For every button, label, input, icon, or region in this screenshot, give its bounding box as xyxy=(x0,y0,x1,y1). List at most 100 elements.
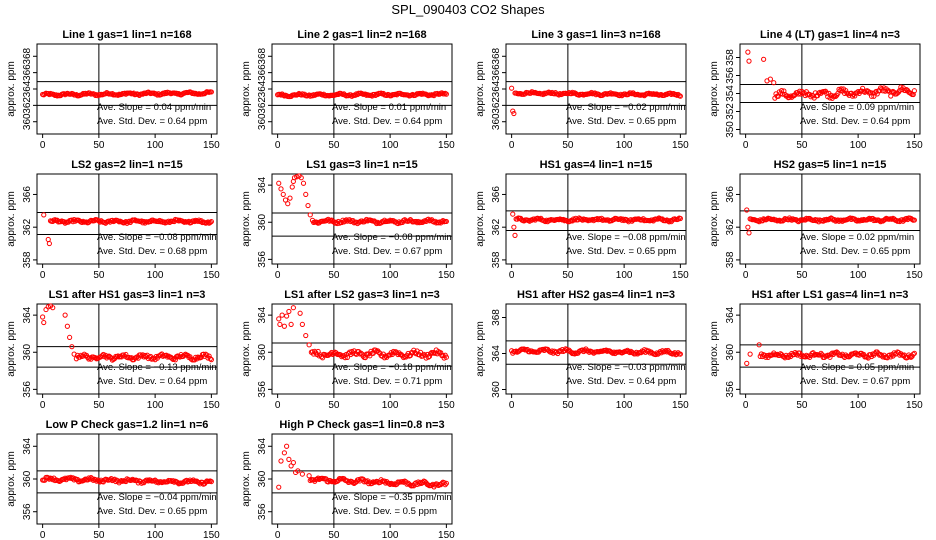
data-point xyxy=(300,180,307,186)
data-point xyxy=(207,356,213,362)
data-point xyxy=(829,350,835,356)
x-tick-label: 100 xyxy=(382,140,399,151)
y-tick-label: 360 xyxy=(22,343,33,360)
data-point xyxy=(121,352,127,358)
data-point xyxy=(521,346,527,352)
data-point xyxy=(410,350,416,356)
std-dev-annotation: Ave. Std. Dev. = 0.65 ppm xyxy=(566,116,676,127)
data-point xyxy=(342,218,348,224)
data-point xyxy=(372,219,379,225)
data-point xyxy=(327,351,334,357)
y-tick-label: 358 xyxy=(725,251,736,268)
data-point xyxy=(677,93,683,99)
y-axis-label: approx. ppm xyxy=(6,321,17,377)
data-point xyxy=(771,80,777,86)
x-tick-label: 50 xyxy=(796,270,808,281)
data-point xyxy=(208,478,214,485)
data-point xyxy=(443,354,449,360)
slope-annotation: Ave. Slope = −0.04 ppm/min xyxy=(97,492,217,503)
std-dev-annotation: Ave. Std. Dev. = 0.68 ppm xyxy=(97,246,207,257)
data-point xyxy=(208,218,214,225)
panel-title: Low P Check gas=1.2 lin=1 n=6 xyxy=(46,419,209,431)
x-tick-label: 0 xyxy=(743,400,749,411)
x-tick-label: 150 xyxy=(203,270,220,281)
y-tick-label: 360 xyxy=(491,113,502,130)
data-point xyxy=(667,90,673,96)
y-tick-label: 360 xyxy=(725,343,736,360)
data-point xyxy=(745,49,751,55)
data-point xyxy=(860,85,866,91)
y-tick-label: 364 xyxy=(725,306,736,323)
y-tick-label: 356 xyxy=(725,381,736,398)
data-points xyxy=(276,173,449,227)
data-point xyxy=(674,92,680,98)
data-point xyxy=(674,351,680,357)
x-tick-label: 0 xyxy=(275,530,281,540)
data-point xyxy=(288,321,294,328)
data-point xyxy=(371,91,377,98)
data-point xyxy=(306,473,312,479)
data-point xyxy=(842,90,848,97)
slope-annotation: Ave. Slope = 0.05 ppm/min xyxy=(800,362,914,373)
x-tick-label: 100 xyxy=(147,530,164,540)
x-tick-label: 50 xyxy=(93,270,105,281)
x-tick-label: 0 xyxy=(40,530,46,540)
y-tick-label: 366 xyxy=(22,186,33,203)
data-point xyxy=(746,58,752,64)
y-axis-label: approx. ppm xyxy=(6,451,17,507)
data-point xyxy=(289,184,295,190)
data-point xyxy=(305,202,311,209)
data-point xyxy=(67,475,73,481)
data-point xyxy=(911,217,917,223)
data-point xyxy=(303,191,309,198)
data-point xyxy=(62,312,68,318)
slope-annotation: Ave. Slope = −0.13 ppm/min xyxy=(97,362,217,373)
panel-title: Line 3 gas=1 lin=3 n=168 xyxy=(531,29,660,41)
data-point xyxy=(276,180,282,186)
data-point xyxy=(207,219,213,226)
data-point xyxy=(307,212,313,218)
data-point xyxy=(96,218,102,224)
data-point xyxy=(677,351,683,357)
panel-title: High P Check gas=1 lin=0.8 n=3 xyxy=(279,419,444,431)
data-point xyxy=(133,355,139,361)
std-dev-annotation: Ave. Std. Dev. = 0.67 ppm xyxy=(332,246,442,257)
y-tick-label: 360 xyxy=(257,470,268,487)
x-tick-label: 0 xyxy=(40,140,46,151)
plot-frame xyxy=(505,173,687,265)
y-tick-label: 362 xyxy=(22,97,33,114)
y-tick-label: 364 xyxy=(257,80,268,97)
data-point xyxy=(278,186,284,192)
data-point xyxy=(443,218,449,225)
data-point xyxy=(295,468,301,474)
y-tick-label: 358 xyxy=(22,251,33,268)
slope-annotation: Ave. Slope = −0.08 ppm/min xyxy=(332,232,452,243)
data-points xyxy=(41,212,214,247)
y-tick-label: 366 xyxy=(22,64,33,81)
y-tick-label: 356 xyxy=(257,381,268,398)
data-point xyxy=(45,236,51,243)
data-point xyxy=(761,56,767,62)
data-point xyxy=(773,217,779,223)
x-tick-label: 150 xyxy=(672,140,689,151)
x-tick-label: 50 xyxy=(328,270,340,281)
data-point xyxy=(41,319,47,326)
std-dev-annotation: Ave. Std. Dev. = 0.67 ppm xyxy=(800,376,910,387)
data-point xyxy=(290,305,296,311)
y-tick-label: 360 xyxy=(22,113,33,130)
data-point xyxy=(86,475,92,481)
data-point xyxy=(443,91,449,97)
data-point xyxy=(276,316,282,322)
data-point xyxy=(71,477,77,483)
x-tick-label: 150 xyxy=(672,400,689,411)
y-tick-label: 358 xyxy=(491,251,502,268)
y-tick-label: 364 xyxy=(491,345,502,362)
x-tick-label: 50 xyxy=(328,530,340,540)
data-point xyxy=(675,216,681,222)
plot-frame xyxy=(739,303,921,395)
x-tick-label: 150 xyxy=(203,140,220,151)
data-point xyxy=(40,314,46,320)
data-point xyxy=(115,218,121,224)
y-tick-label: 356 xyxy=(22,381,33,398)
